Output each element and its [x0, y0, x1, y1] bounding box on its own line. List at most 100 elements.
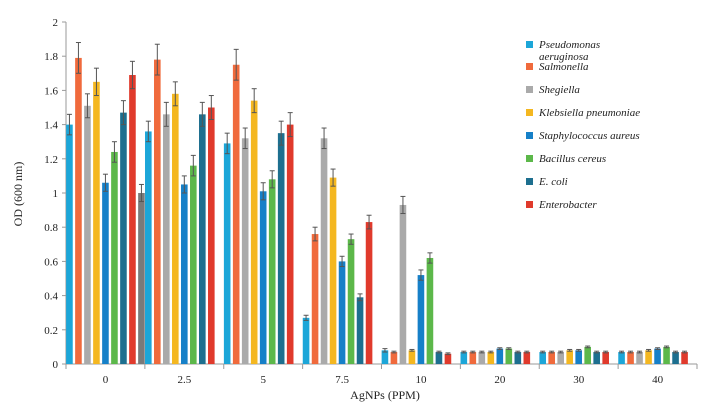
legend-label: Pseudomonas	[538, 39, 600, 51]
bar	[311, 234, 319, 364]
bar	[627, 352, 634, 364]
bars	[66, 57, 688, 365]
legend-label: E. coli	[538, 176, 568, 188]
bar	[302, 317, 310, 364]
legend-label: Enterobacter	[538, 199, 597, 211]
bar	[487, 352, 495, 364]
bar	[241, 138, 249, 364]
bar	[636, 352, 643, 364]
x-tick-label: 30	[573, 374, 585, 386]
bar	[390, 352, 398, 364]
y-tick-label: 1.4	[44, 120, 58, 132]
bar	[663, 346, 670, 364]
bar	[277, 133, 285, 364]
bar	[408, 350, 416, 364]
bar	[365, 222, 373, 364]
bar	[111, 151, 118, 364]
y-tick-label: 0	[53, 359, 59, 371]
y-tick-label: 2	[53, 17, 59, 29]
bar	[320, 138, 328, 364]
bar	[102, 182, 109, 364]
bar	[584, 346, 591, 364]
x-tick-label: 20	[494, 374, 506, 386]
bar	[208, 107, 215, 364]
bar	[329, 177, 337, 364]
y-tick-label: 1.6	[44, 85, 58, 97]
bar	[181, 184, 188, 364]
y-tick-label: 0.4	[44, 291, 58, 303]
x-tick-label: 5	[260, 374, 266, 386]
bar	[548, 352, 555, 364]
legend-label: Staphylococcus aureus	[539, 130, 640, 142]
x-tick-label: 0	[103, 374, 109, 386]
bar	[66, 124, 73, 364]
legend-label: Klebsiella pneumoniae	[538, 107, 640, 119]
bar	[672, 352, 679, 364]
x-tick-label: 10	[415, 374, 427, 386]
bar	[199, 114, 206, 364]
bar	[602, 352, 609, 364]
legend-label: Salmonella	[539, 61, 589, 73]
bar	[154, 59, 161, 365]
legend-swatch	[526, 63, 533, 70]
bar	[523, 352, 531, 364]
legend-swatch	[526, 201, 533, 208]
bar	[645, 350, 652, 364]
y-axis-title: OD (600 nm)	[11, 162, 25, 227]
bar	[426, 257, 434, 364]
bar	[417, 275, 425, 364]
bar	[286, 124, 294, 364]
bar	[444, 353, 452, 364]
legend-label: Shegiella	[539, 84, 580, 96]
bar	[435, 352, 443, 364]
bar	[496, 348, 504, 364]
legend-swatch	[526, 132, 533, 139]
bar	[223, 143, 231, 364]
bar	[93, 81, 100, 364]
x-tick-label: 7.5	[335, 374, 349, 386]
y-tick-label: 0.2	[44, 325, 58, 337]
x-axis-title: AgNPs (PPM)	[350, 388, 420, 402]
bar	[129, 75, 136, 364]
y-tick-label: 1.2	[44, 154, 58, 166]
y-tick-label: 1.8	[44, 51, 58, 63]
bar	[190, 165, 197, 364]
bar	[514, 352, 522, 364]
bar	[654, 348, 661, 364]
legend-swatch	[526, 86, 533, 93]
bar	[145, 131, 152, 364]
bar	[469, 352, 477, 364]
axes	[62, 21, 698, 369]
x-tick-label: 40	[652, 374, 664, 386]
bar	[381, 350, 389, 364]
x-tick-label: 2.5	[177, 374, 191, 386]
y-tick-label: 1	[53, 188, 59, 200]
bar	[84, 105, 91, 364]
bar	[575, 350, 582, 364]
bar	[399, 204, 407, 364]
bar	[232, 64, 240, 364]
legend-label: aeruginosa	[539, 51, 589, 63]
bar	[163, 114, 170, 364]
bar	[356, 297, 364, 364]
bar	[681, 352, 688, 364]
bar	[138, 193, 145, 364]
legend-swatch	[526, 109, 533, 116]
error-bars	[66, 42, 688, 356]
bar	[75, 57, 82, 364]
bar	[460, 352, 468, 364]
bar	[478, 352, 486, 364]
legend-swatch	[526, 178, 533, 185]
bar	[557, 352, 564, 364]
bar	[338, 261, 346, 364]
legend-swatch	[526, 41, 533, 48]
y-tick-label: 0.6	[44, 256, 58, 268]
bar	[268, 179, 276, 364]
bar	[172, 93, 179, 364]
bar	[347, 239, 355, 364]
bar	[566, 350, 573, 364]
bar	[259, 191, 267, 364]
y-tick-label: 0.8	[44, 222, 58, 234]
